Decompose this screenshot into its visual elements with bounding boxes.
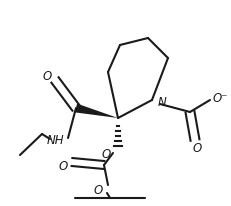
Text: O: O (101, 147, 110, 160)
Text: N: N (157, 96, 166, 109)
Text: O: O (58, 160, 67, 173)
Text: O: O (42, 70, 52, 83)
Text: O: O (191, 142, 201, 154)
Text: O⁻: O⁻ (211, 91, 227, 104)
Polygon shape (75, 104, 118, 118)
Text: O: O (93, 184, 102, 197)
Text: NH: NH (47, 133, 64, 146)
